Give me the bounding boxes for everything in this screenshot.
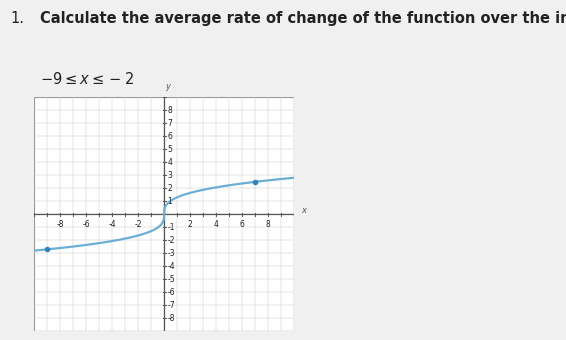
Text: 3: 3 xyxy=(168,171,172,180)
Text: -5: -5 xyxy=(168,275,175,284)
Text: 1.: 1. xyxy=(10,12,24,27)
Text: -8: -8 xyxy=(56,220,64,229)
Text: 1: 1 xyxy=(168,197,172,206)
Text: 7: 7 xyxy=(168,119,172,128)
Text: -1: -1 xyxy=(168,223,175,232)
Text: x: x xyxy=(301,206,306,216)
Text: -7: -7 xyxy=(168,301,175,310)
Text: 8: 8 xyxy=(168,105,172,115)
Text: -2: -2 xyxy=(168,236,175,245)
Text: 2: 2 xyxy=(188,220,192,229)
Text: Calculate the average rate of change of the function over the interval: Calculate the average rate of change of … xyxy=(40,12,566,27)
Text: -6: -6 xyxy=(168,288,175,297)
Text: 8: 8 xyxy=(266,220,271,229)
Text: y: y xyxy=(165,82,170,90)
Text: 2: 2 xyxy=(168,184,172,193)
Text: 5: 5 xyxy=(168,144,172,154)
Text: $-9 \leq x \leq -2$: $-9 \leq x \leq -2$ xyxy=(40,71,134,87)
Text: 6: 6 xyxy=(168,132,172,141)
Text: -4: -4 xyxy=(108,220,116,229)
Text: 6: 6 xyxy=(240,220,245,229)
Text: -2: -2 xyxy=(134,220,142,229)
Text: 4: 4 xyxy=(214,220,218,229)
Text: -8: -8 xyxy=(168,314,175,323)
Text: -6: -6 xyxy=(82,220,90,229)
Text: 4: 4 xyxy=(168,158,172,167)
Text: -3: -3 xyxy=(168,249,175,258)
Text: -4: -4 xyxy=(168,262,175,271)
